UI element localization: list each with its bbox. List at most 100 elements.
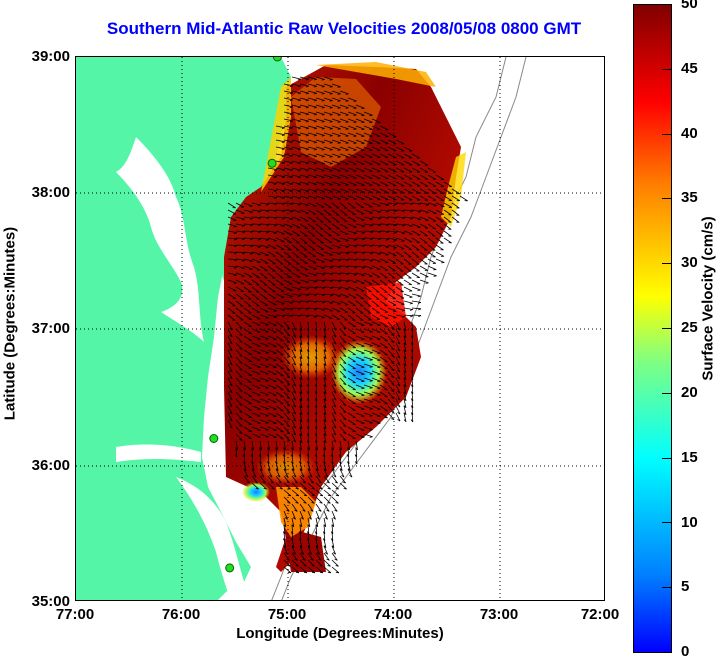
velocity-arrow-head [346,136,349,137]
velocity-arrow-head [338,199,341,200]
velocity-arrow-head [338,87,341,88]
velocity-arrow-head [354,129,357,130]
velocity-arrow [404,287,412,291]
velocity-arrow [292,308,301,309]
velocity-arrow-head [346,164,349,165]
velocity-arrow-head [346,129,349,130]
y-tick-label: 38:00 [12,184,70,201]
velocity-arrow-head [338,185,341,186]
velocity-arrow-head [346,157,349,158]
colorbar-tick-label: 20 [681,384,698,401]
velocity-arrow [428,266,436,270]
velocity-arrow-head [242,276,245,277]
velocity-field-blue-south [242,482,270,502]
velocity-arrow [444,231,451,236]
velocity-arrow [324,483,331,489]
velocity-arrow [388,413,394,420]
y-tick-label: 37:00 [12,320,70,337]
velocity-arrow-head [258,360,261,361]
velocity-arrow-head [434,276,437,277]
velocity-arrow-head [354,171,357,172]
velocity-arrow [428,273,437,276]
velocity-arrow-head [258,346,261,347]
velocity-arrow [284,567,291,573]
velocity-arrow-head [370,437,373,438]
colorbar-tick-mark [662,522,672,523]
velocity-arrow-head [346,101,349,102]
velocity-arrow-head [338,94,341,95]
velocity-arrow-head [338,171,341,172]
colorbar-tick-label: 10 [681,514,698,531]
velocity-arrow [292,315,301,316]
velocity-arrow-head [338,101,341,102]
map-plot-area [75,56,605,601]
velocity-arrow-head [354,136,357,137]
velocity-arrow [404,273,411,278]
velocity-arrow-head [418,296,421,297]
y-axis-label: Latitude (Degrees:Minutes) [2,209,19,439]
velocity-arrow [356,252,365,253]
velocity-arrow-head [410,310,413,311]
x-tick-label: 74:00 [363,606,423,623]
velocity-arrow-head [354,101,357,102]
colorbar-tick-label: 25 [681,319,698,336]
velocity-arrow-head [320,236,323,237]
velocity-arrow [372,231,381,232]
velocity-arrow [252,231,261,232]
colorbar-tick-mark [662,652,672,653]
velocity-arrow-head [346,122,349,123]
colorbar-tick-mark [662,198,672,199]
velocity-arrow [412,315,421,316]
velocity-arrow-head [338,143,341,144]
velocity-arrow [244,238,253,239]
velocity-arrow [396,210,405,211]
velocity-arrow [436,245,444,250]
velocity-arrow-head [354,192,357,193]
velocity-arrow [308,301,317,302]
velocity-arrow-head [354,150,357,151]
velocity-arrow-head [258,339,261,340]
colorbar-label: Surface Velocity (cm/s) [700,179,717,419]
velocity-arrow-head [370,213,373,214]
velocity-arrow-head [354,199,357,200]
velocity-arrow [284,315,293,316]
velocity-arrow-head [258,332,261,333]
velocity-arrow [396,203,405,204]
colorbar-tick-mark [662,263,672,264]
velocity-arrow-head [338,115,341,116]
chart-title: Southern Mid-Atlantic Raw Velocities 200… [0,19,694,39]
velocity-arrow [404,301,413,303]
station-central [268,159,276,167]
colorbar-tick-label: 50 [681,0,698,12]
velocity-arrow-head [338,136,341,137]
velocity-arrow [364,245,373,246]
velocity-arrow [268,210,277,211]
velocity-arrow-head [338,157,341,158]
velocity-arrow-head [354,157,357,158]
velocity-arrow-head [338,122,341,123]
velocity-arrow [244,231,253,232]
velocity-arrow-head [354,178,357,179]
colorbar-tick-mark [662,393,672,394]
velocity-arrow [316,287,325,288]
velocity-arrow-head [346,94,349,95]
velocity-arrow-head [346,185,349,186]
colorbar-tick-mark [662,458,672,459]
velocity-arrow-head [346,150,349,151]
velocity-arrow-head [346,199,349,200]
velocity-arrow [444,238,452,243]
colorbar-tick-mark [662,328,672,329]
velocity-arrow-head [354,185,357,186]
velocity-arrow [332,483,339,489]
colorbar-tick-label: 5 [681,578,689,595]
velocity-arrow [332,476,338,483]
velocity-arrow-head [258,437,261,438]
velocity-arrow-head [418,290,421,291]
velocity-arrow [340,259,349,260]
velocity-arrow [300,308,309,309]
velocity-arrow-head [338,192,341,193]
velocity-arrow [332,567,339,573]
velocity-arrow [388,217,397,218]
velocity-arrow-head [410,297,413,298]
velocity-arrow [436,259,444,263]
